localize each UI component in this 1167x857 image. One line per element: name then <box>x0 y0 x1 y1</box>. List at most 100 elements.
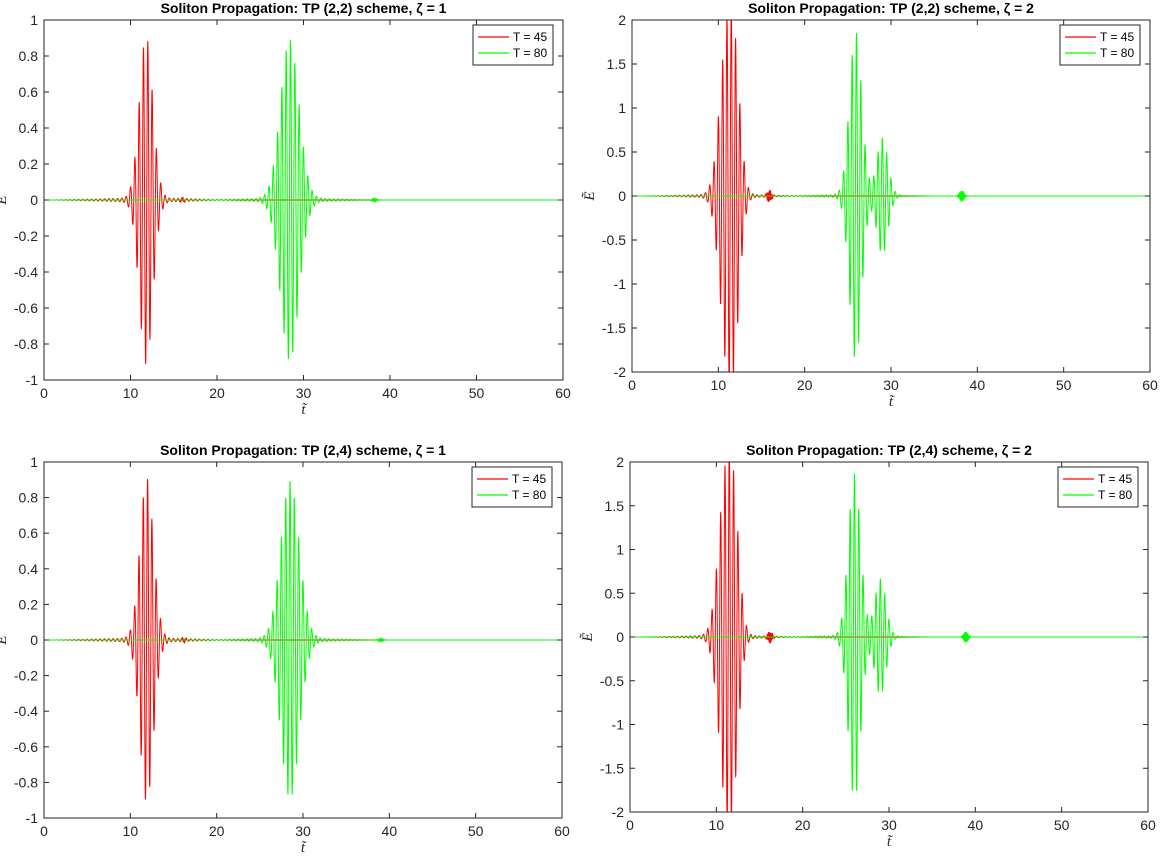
x-tick-label: 60 <box>554 823 570 839</box>
chart-title: Soliton Propagation: TP (2,2) scheme, ζ … <box>748 0 1034 16</box>
y-tick-label: 0 <box>618 188 626 204</box>
legend: T = 45 T = 80 <box>1057 466 1139 508</box>
y-tick-label: 1 <box>30 12 38 28</box>
x-tick-label: 10 <box>709 817 725 833</box>
y-tick-label: -0.2 <box>14 228 38 244</box>
y-tick-label: -2 <box>614 364 627 380</box>
y-tick-label: -1 <box>26 810 39 826</box>
y-tick-label: -0.2 <box>14 668 38 684</box>
x-axis-label: t̃ <box>889 394 895 410</box>
y-axis-label: Ẽ <box>0 195 10 205</box>
x-tick-label: 50 <box>469 385 485 401</box>
x-tick-label: 60 <box>1140 817 1156 833</box>
x-tick-label: 0 <box>40 385 48 401</box>
x-tick-label: 20 <box>797 377 813 393</box>
legend-label: T = 45 <box>513 30 547 44</box>
x-tick-label: 0 <box>40 823 48 839</box>
x-tick-label: 0 <box>626 817 634 833</box>
y-axis-label: Ẽ <box>581 191 598 201</box>
x-tick-label: 40 <box>382 385 398 401</box>
series-line-2 <box>632 33 1150 357</box>
y-tick-label: 0.8 <box>19 48 39 64</box>
y-tick-label: -0.8 <box>14 336 38 352</box>
series-line-2 <box>44 40 563 359</box>
y-tick-label: 1 <box>616 542 624 558</box>
legend: T = 45 T = 80 <box>1059 24 1141 66</box>
y-tick-label: 0 <box>30 192 38 208</box>
y-tick-label: 1.5 <box>607 56 627 72</box>
y-tick-label: 1.5 <box>605 498 625 514</box>
y-tick-label: 2 <box>618 12 626 28</box>
legend: T = 45 T = 80 <box>471 466 553 508</box>
legend-label: T = 45 <box>1100 30 1134 44</box>
x-tick-label: 10 <box>123 823 139 839</box>
chart-panel-4: 0 10 20 30 40 50 60 2 1.5 1 0.5 0 -0.5 -1 -1.5 -2 Solito… <box>579 442 1156 850</box>
x-tick-label: 40 <box>382 823 398 839</box>
x-tick-label: 60 <box>1142 377 1158 393</box>
y-tick-label: -1.5 <box>602 320 626 336</box>
x-tick-label: 20 <box>209 385 225 401</box>
y-tick-label: -0.4 <box>14 703 38 719</box>
y-tick-label: 0.2 <box>19 156 39 172</box>
legend-box <box>472 24 554 66</box>
x-axis-label: t̃ <box>887 834 893 850</box>
legend-box <box>1059 24 1141 66</box>
chart-title: Soliton Propagation: TP (2,2) scheme, ζ … <box>161 0 447 16</box>
y-tick-label: -2 <box>612 804 625 820</box>
x-tick-label: 0 <box>628 377 636 393</box>
x-tick-label: 10 <box>711 377 727 393</box>
y-tick-label: 0.4 <box>19 120 39 136</box>
x-tick-label: 30 <box>881 817 897 833</box>
x-tick-label: 40 <box>968 817 984 833</box>
y-tick-label: 0.6 <box>19 84 39 100</box>
y-tick-label: -1 <box>26 372 39 388</box>
x-tick-label: 20 <box>795 817 811 833</box>
legend-label: T = 45 <box>512 472 546 486</box>
legend-box <box>1057 466 1139 508</box>
legend-box <box>471 466 553 508</box>
y-tick-label: 0.8 <box>19 490 39 506</box>
x-tick-label: 50 <box>468 823 484 839</box>
legend-label: T = 80 <box>1098 488 1132 502</box>
y-axis-label: Ẽ <box>0 635 10 645</box>
series-line-2 <box>44 481 562 795</box>
chart-panel-3: 0 10 20 30 40 50 60 1 0.8 0.6 0.4 0.2 0 -0.2 -0.4 -0.6 -… <box>0 442 570 856</box>
legend-label: T = 80 <box>513 46 547 60</box>
x-tick-label: 60 <box>555 385 571 401</box>
y-tick-label: -0.6 <box>14 300 38 316</box>
x-tick-label: 10 <box>123 385 139 401</box>
x-axis-label: t̃ <box>301 840 307 856</box>
y-tick-label: -0.8 <box>14 774 38 790</box>
y-tick-label: -0.6 <box>14 739 38 755</box>
y-tick-label: 0.6 <box>19 525 39 541</box>
x-axis-label: t̃ <box>301 402 307 418</box>
y-tick-label: -0.5 <box>602 232 626 248</box>
y-tick-label: 0 <box>616 629 624 645</box>
x-tick-label: 20 <box>209 823 225 839</box>
y-tick-label: -0.4 <box>14 264 38 280</box>
chart-panel-1: 0 10 20 30 40 50 60 1 0.8 0.6 0.4 0.2 0 -0.2 -0.4 -0.6 -… <box>0 0 571 418</box>
y-tick-label: -1.5 <box>600 760 624 776</box>
y-tick-label: 0.5 <box>605 585 625 601</box>
y-tick-label: 0.5 <box>607 144 627 160</box>
x-tick-label: 50 <box>1054 817 1070 833</box>
x-tick-label: 50 <box>1056 377 1072 393</box>
y-tick-label: 1 <box>618 100 626 116</box>
y-tick-label: 0.2 <box>19 596 39 612</box>
y-tick-label: 0.4 <box>19 561 39 577</box>
legend-label: T = 80 <box>1100 46 1134 60</box>
x-tick-label: 30 <box>883 377 899 393</box>
y-tick-label: -0.5 <box>600 673 624 689</box>
series-line-2 <box>630 473 1148 791</box>
x-tick-label: 30 <box>295 823 311 839</box>
y-tick-label: -1 <box>614 276 627 292</box>
y-axis-label: Ẽ <box>579 632 596 642</box>
y-tick-label: -1 <box>612 717 625 733</box>
legend-label: T = 80 <box>512 488 546 502</box>
y-tick-label: 1 <box>30 454 38 470</box>
y-tick-label: 0 <box>30 632 38 648</box>
y-tick-label: 2 <box>616 454 624 470</box>
legend: T = 45 T = 80 <box>472 24 554 66</box>
legend-label: T = 45 <box>1098 472 1132 486</box>
